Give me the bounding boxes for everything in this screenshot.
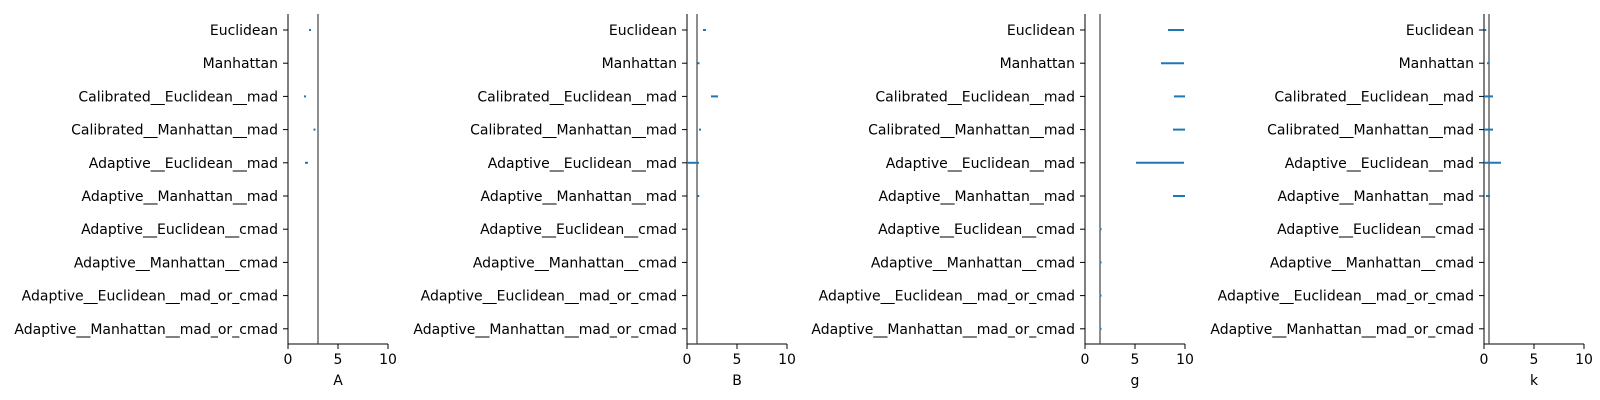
x-tick-label: 5 (1131, 352, 1140, 368)
y-tick-label: Adaptive__Manhattan__cmad (871, 255, 1075, 271)
x-tick-label: 5 (733, 352, 742, 368)
y-tick-label: Adaptive__Manhattan__mad (481, 189, 677, 205)
y-tick-label: Calibrated__Manhattan__mad (1267, 123, 1474, 139)
y-tick-label: Adaptive__Euclidean__cmad (878, 222, 1075, 238)
y-tick-label: Adaptive__Manhattan__mad_or_cmad (811, 322, 1075, 338)
x-tick-label: 10 (379, 352, 397, 368)
y-tick-label: Calibrated__Euclidean__mad (875, 89, 1075, 105)
chart-panel-A: Euclidean Manhattan Calibrated__Euclidean_… (14, 14, 397, 389)
y-tick-label: Manhattan (602, 56, 677, 72)
y-tick-label: Manhattan (203, 56, 278, 72)
chart-panel-k: Euclidean Manhattan Calibrated__Euclidean_… (1210, 14, 1593, 389)
y-tick-label: Calibrated__Manhattan__mad (868, 123, 1075, 139)
y-tick-label: Adaptive__Euclidean__mad_or_cmad (421, 289, 677, 305)
x-axis-label: B (732, 373, 742, 389)
x-tick-label: 10 (778, 352, 796, 368)
y-tick-label: Adaptive__Euclidean__mad (886, 156, 1075, 172)
y-tick-label: Manhattan (1399, 56, 1474, 72)
y-tick-label: Adaptive__Euclidean__mad_or_cmad (22, 289, 278, 305)
y-tick-label: Euclidean (1007, 23, 1075, 39)
y-tick-label: Adaptive__Euclidean__mad_or_cmad (819, 289, 1075, 305)
x-axis-label: k (1530, 373, 1539, 389)
y-tick-label: Adaptive__Euclidean__mad (89, 156, 278, 172)
y-tick-label: Adaptive__Euclidean__mad (1285, 156, 1474, 172)
y-tick-label: Adaptive__Manhattan__cmad (74, 255, 278, 271)
y-tick-label: Adaptive__Manhattan__cmad (473, 255, 677, 271)
x-tick-label: 5 (334, 352, 343, 368)
chart-panel-B: Euclidean Manhattan Calibrated__Euclidean_… (413, 14, 796, 389)
y-tick-label: Adaptive__Manhattan__mad (82, 189, 278, 205)
y-tick-label: Adaptive__Manhattan__mad (879, 189, 1075, 205)
y-tick-label: Adaptive__Manhattan__cmad (1270, 255, 1474, 271)
x-tick-label: 0 (1081, 352, 1090, 368)
x-axis-label: g (1131, 373, 1140, 389)
y-tick-label: Euclidean (609, 23, 677, 39)
y-tick-label: Euclidean (210, 23, 278, 39)
x-tick-label: 0 (284, 352, 293, 368)
y-tick-label: Euclidean (1406, 23, 1474, 39)
y-tick-label: Adaptive__Manhattan__mad_or_cmad (1210, 322, 1474, 338)
x-tick-label: 10 (1575, 352, 1593, 368)
y-tick-label: Calibrated__Euclidean__mad (477, 89, 677, 105)
y-tick-label: Adaptive__Manhattan__mad (1278, 189, 1474, 205)
y-tick-label: Calibrated__Euclidean__mad (78, 89, 278, 105)
y-tick-label: Adaptive__Euclidean__mad (488, 156, 677, 172)
x-tick-label: 10 (1176, 352, 1194, 368)
y-tick-label: Manhattan (1000, 56, 1075, 72)
y-tick-label: Calibrated__Manhattan__mad (71, 123, 278, 139)
x-tick-label: 5 (1530, 352, 1539, 368)
y-tick-label: Adaptive__Manhattan__mad_or_cmad (413, 322, 677, 338)
chart-panel-g: Euclidean Manhattan Calibrated__Euclidean_… (811, 14, 1194, 389)
y-tick-label: Adaptive__Euclidean__cmad (1277, 222, 1474, 238)
y-tick-label: Adaptive__Manhattan__mad_or_cmad (14, 322, 278, 338)
x-tick-label: 0 (683, 352, 692, 368)
x-axis-label: A (333, 373, 343, 389)
y-tick-label: Adaptive__Euclidean__cmad (480, 222, 677, 238)
y-tick-label: Adaptive__Euclidean__mad_or_cmad (1218, 289, 1474, 305)
y-tick-label: Calibrated__Manhattan__mad (470, 123, 677, 139)
y-tick-label: Adaptive__Euclidean__cmad (81, 222, 278, 238)
x-tick-label: 0 (1480, 352, 1489, 368)
y-tick-label: Calibrated__Euclidean__mad (1274, 89, 1474, 105)
